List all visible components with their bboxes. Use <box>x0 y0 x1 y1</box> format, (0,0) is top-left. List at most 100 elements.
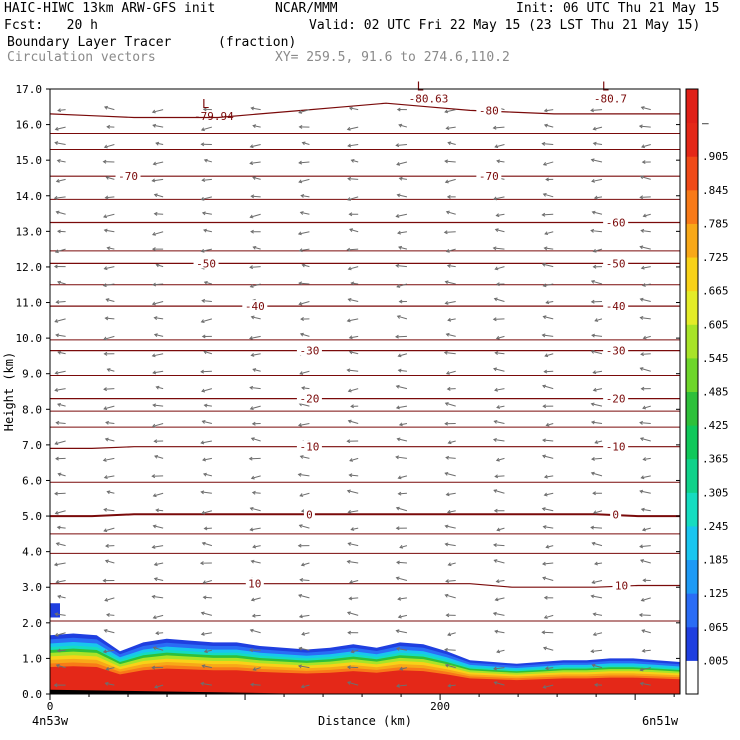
colorbar-label: .125 <box>702 587 729 600</box>
vector-arrowhead <box>153 211 158 216</box>
vector-arrowhead <box>544 353 549 358</box>
vector-arrow <box>497 160 505 163</box>
vector-arrow <box>445 525 456 529</box>
vector-arrow <box>104 475 115 479</box>
vector-arrow <box>398 246 408 250</box>
vector-arrow <box>55 370 66 374</box>
vector-arrow <box>105 560 115 564</box>
vector-arrow <box>446 333 456 337</box>
contour-label-bg <box>603 344 629 356</box>
vector-arrowhead <box>301 631 306 636</box>
y-tick-label: 16.0 <box>16 119 43 132</box>
vector-arrowhead <box>348 596 353 601</box>
vector-arrow <box>591 457 603 460</box>
vector-arrowhead <box>103 528 108 533</box>
vector-arrow <box>594 196 603 199</box>
vector-arrowhead <box>155 263 160 268</box>
vector-arrow <box>546 423 554 426</box>
vector-arrow <box>542 577 554 581</box>
vector-arrowhead <box>202 580 207 585</box>
vector-arrowhead <box>493 543 497 548</box>
vector-arrowhead <box>55 456 59 461</box>
vector-arrow <box>202 178 212 181</box>
contour-label--10: -10 <box>299 441 319 454</box>
vector-arrow <box>640 545 651 548</box>
vector-arrowhead <box>54 510 59 515</box>
vector-arrowhead <box>346 489 351 494</box>
vector-arrow <box>396 507 408 512</box>
vector-arrowhead <box>54 249 59 254</box>
vector-arrowhead <box>541 212 546 217</box>
colorbar-swatch <box>686 324 698 359</box>
vector-arrowhead <box>200 196 205 201</box>
vector-arrowhead <box>640 559 644 563</box>
vector-arrowhead <box>395 455 400 460</box>
vector-arrow <box>153 370 164 374</box>
contour-label-bg <box>296 344 322 356</box>
vector-arrow <box>154 317 164 320</box>
colorbar-label: .245 <box>702 520 729 533</box>
vector-arrowhead <box>151 353 156 358</box>
vector-arrowhead <box>496 527 501 532</box>
contour-label-0: 0 <box>612 508 619 521</box>
vector-arrowhead <box>543 474 548 479</box>
vector-arrow <box>251 353 261 356</box>
vector-arrow <box>641 230 651 233</box>
vector-arrowhead <box>106 490 111 495</box>
vector-arrowhead <box>494 387 498 392</box>
vector-arrowhead <box>252 176 257 180</box>
vector-arrow <box>640 298 651 302</box>
vector-arrowhead <box>298 614 303 619</box>
vector-arrowhead <box>493 559 498 563</box>
vector-arrow <box>348 144 359 147</box>
vector-arrow <box>398 492 407 495</box>
vector-arrow <box>591 350 603 355</box>
vector-arrow <box>298 109 310 114</box>
vector-arrowhead <box>638 124 643 129</box>
low-marker: L <box>602 79 609 93</box>
vector-arrowhead <box>641 629 646 634</box>
vector-arrowhead <box>593 195 598 200</box>
vector-arrowhead <box>54 441 59 445</box>
vector-arrow <box>153 124 164 128</box>
vector-arrowhead <box>151 665 156 670</box>
vector-arrowhead <box>200 319 205 323</box>
vector-arrowhead <box>590 594 595 599</box>
vector-arrow <box>591 159 603 163</box>
vector-arrowhead <box>203 158 208 163</box>
vector-arrow <box>250 387 261 390</box>
vector-arrow <box>348 420 359 425</box>
vector-arrow <box>251 597 261 601</box>
vector-arrowhead <box>200 369 205 374</box>
y-tick-label: 17.0 <box>16 83 43 96</box>
contour-label-bg <box>476 170 502 182</box>
vector-arrow <box>496 579 505 583</box>
vector-arrowhead <box>297 472 302 477</box>
vector-arrowhead <box>590 108 594 113</box>
colorbar-swatch <box>686 525 698 561</box>
vector-arrow <box>398 475 408 479</box>
vector-arrowhead <box>542 315 547 320</box>
vector-arrowhead <box>592 387 597 392</box>
vector-arrowhead <box>398 299 403 304</box>
colorbar-swatch <box>686 290 698 325</box>
low-value: -79.94 <box>194 110 234 123</box>
vector-arrowhead <box>299 577 304 582</box>
vector-arrowhead <box>396 284 401 288</box>
vector-arrowhead <box>249 214 254 219</box>
vector-arrowhead <box>57 402 61 407</box>
vector-arrowhead <box>201 510 206 515</box>
vector-arrowhead <box>346 665 351 670</box>
vector-arrowhead <box>102 283 107 288</box>
vector-arrow <box>641 266 651 269</box>
vector-arrowhead <box>592 264 597 269</box>
vector-arrow <box>591 421 603 425</box>
vector-arrowhead <box>54 632 59 637</box>
vector-arrow <box>640 422 651 425</box>
vector-arrow <box>56 211 66 215</box>
vector-arrowhead <box>347 388 352 393</box>
vector-arrow <box>57 649 66 652</box>
vector-arrowhead <box>594 561 598 566</box>
vector-arrowhead <box>102 649 107 654</box>
vector-arrow <box>591 280 603 285</box>
